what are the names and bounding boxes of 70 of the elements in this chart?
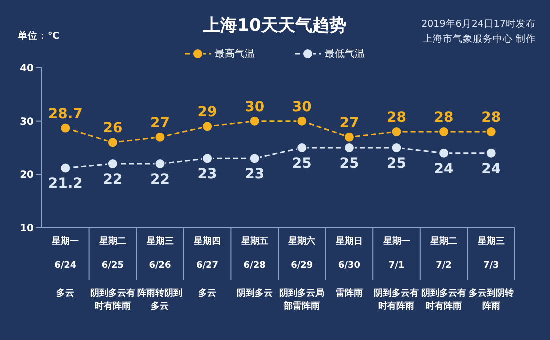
category-label: 星期一 7/1 xyxy=(383,237,410,271)
data-label: 26 xyxy=(103,120,123,137)
point xyxy=(154,158,166,170)
data-label: 30 xyxy=(245,99,265,116)
text: 阴到多云有时有阵雨 xyxy=(90,288,136,314)
point xyxy=(60,162,72,174)
point xyxy=(391,142,402,154)
y-tick-label: 30 xyxy=(20,116,34,128)
data-label: 23 xyxy=(245,166,265,183)
chart-subtitle: 2019年6月24日17时发布 xyxy=(422,18,536,31)
data-label: 27 xyxy=(340,115,360,132)
y-tick-label: 40 xyxy=(20,64,34,75)
text: 雷阵雨 xyxy=(334,288,364,301)
point xyxy=(486,126,497,138)
y-axis-title: 单位：℃ xyxy=(18,30,60,43)
point xyxy=(296,142,308,154)
legend-label: 最高气温 xyxy=(215,48,255,61)
text: 上海市气象服务中心 制作 xyxy=(422,33,536,46)
point xyxy=(154,132,166,143)
y-tick-label: 20 xyxy=(20,170,34,182)
category-label: 星期四 6/27 xyxy=(194,237,222,271)
data-label: 30 xyxy=(292,99,312,116)
point xyxy=(344,142,355,154)
text: 多云到阴转阵雨 xyxy=(468,288,514,314)
category-label: 星期五 6/28 xyxy=(241,237,268,271)
point xyxy=(391,126,402,138)
point xyxy=(486,148,497,159)
data-label: 28 xyxy=(387,110,406,126)
text: 阴到多云有时有阵雨 xyxy=(374,288,420,314)
text: 阵雨转阴到多云 xyxy=(138,288,183,314)
text: 阴到多云 xyxy=(236,288,274,301)
y-tick-label: 10 xyxy=(20,224,34,235)
point xyxy=(107,137,118,148)
point xyxy=(438,148,450,159)
data-label: 22 xyxy=(150,172,170,188)
data-label: 21.2 xyxy=(48,176,83,192)
data-label: 29 xyxy=(198,104,218,121)
point xyxy=(249,153,260,164)
category-label: 星期三 6/26 xyxy=(146,237,174,271)
data-label: 27 xyxy=(150,115,170,132)
point xyxy=(60,122,72,134)
category-label: 星期二 7/2 xyxy=(430,237,458,271)
point xyxy=(438,126,450,138)
point xyxy=(296,116,308,127)
data-label: 25 xyxy=(292,156,312,172)
text: 多云 xyxy=(56,288,76,301)
point xyxy=(249,116,260,127)
text: 多云 xyxy=(198,288,218,301)
point xyxy=(344,132,355,143)
data-label: 22 xyxy=(103,172,123,188)
category-label: 星期日 6/30 xyxy=(336,237,363,271)
text: 阴到多云有时有阵雨 xyxy=(421,288,467,314)
data-label: 28 xyxy=(482,110,502,126)
data-label: 24 xyxy=(434,161,454,178)
text: 阴到多云局部雷阵雨 xyxy=(280,288,325,314)
category-label: 星期一 6/24 xyxy=(52,237,80,271)
category-label: 星期二 6/25 xyxy=(99,237,126,271)
data-label: 25 xyxy=(340,156,360,172)
data-label: 24 xyxy=(482,161,502,178)
data-label: 23 xyxy=(198,166,218,183)
data-label: 25 xyxy=(387,156,406,172)
category-label: 星期三 7/3 xyxy=(478,237,505,271)
legend-label: 最低气温 xyxy=(325,48,365,61)
data-label: 28.7 xyxy=(48,106,83,122)
chart-title: 上海10天天气趋势 xyxy=(204,16,346,36)
point xyxy=(202,153,214,164)
point xyxy=(107,158,118,170)
category-label: 星期六 6/29 xyxy=(288,237,316,271)
point xyxy=(202,121,214,132)
data-label: 28 xyxy=(434,110,454,126)
